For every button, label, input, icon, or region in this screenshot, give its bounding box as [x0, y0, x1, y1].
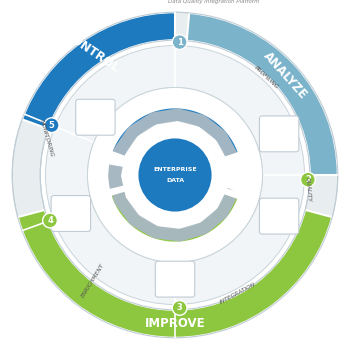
Text: ENTERPRISE: ENTERPRISE [153, 167, 197, 172]
Wedge shape [187, 13, 338, 175]
Text: MONITORING: MONITORING [38, 119, 54, 158]
FancyBboxPatch shape [259, 116, 299, 152]
Circle shape [44, 118, 59, 133]
Text: 2: 2 [305, 175, 311, 184]
Text: Data Quality Integration Platform: Data Quality Integration Platform [168, 0, 259, 4]
Circle shape [172, 35, 187, 49]
Text: INTEGRATION: INTEGRATION [219, 282, 257, 305]
Text: 1: 1 [177, 37, 183, 47]
Text: 5: 5 [49, 121, 55, 130]
Text: IMPROVE: IMPROVE [145, 317, 205, 330]
FancyBboxPatch shape [259, 198, 299, 234]
Wedge shape [18, 210, 332, 338]
Text: ANALYZE: ANALYZE [261, 49, 310, 102]
FancyBboxPatch shape [76, 99, 115, 135]
Text: CONTROL: CONTROL [62, 29, 122, 75]
Text: 3: 3 [177, 303, 182, 313]
Wedge shape [22, 12, 175, 129]
Text: 4: 4 [47, 216, 53, 225]
FancyBboxPatch shape [51, 196, 91, 231]
FancyBboxPatch shape [155, 261, 195, 297]
Text: DATA: DATA [166, 178, 184, 183]
Circle shape [88, 88, 262, 262]
Text: ENRICHMENT: ENRICHMENT [80, 262, 105, 299]
Circle shape [43, 213, 57, 228]
Circle shape [172, 301, 187, 315]
Wedge shape [12, 12, 338, 338]
Text: QUALITY: QUALITY [305, 176, 312, 202]
Circle shape [137, 137, 213, 212]
Text: PROFILING: PROFILING [253, 65, 279, 90]
Circle shape [301, 172, 315, 187]
Wedge shape [46, 46, 304, 304]
